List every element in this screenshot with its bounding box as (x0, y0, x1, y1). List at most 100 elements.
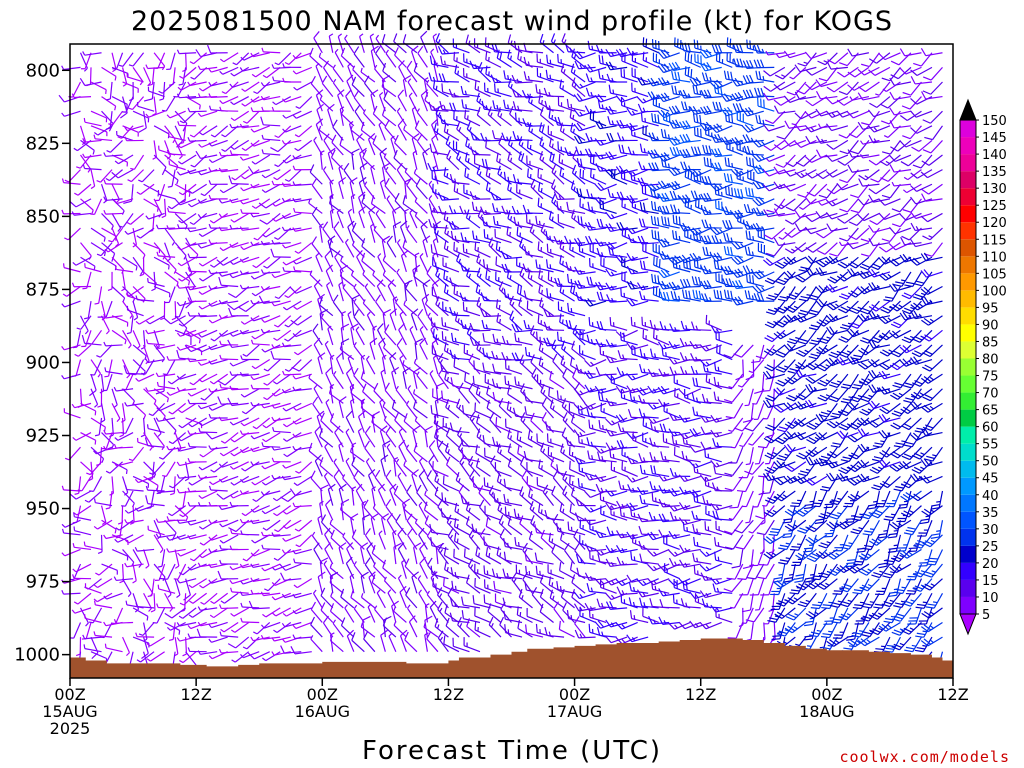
wind-barb (511, 572, 523, 594)
wind-barb (111, 286, 126, 303)
wind-barb (516, 226, 533, 244)
wind-barb (149, 461, 166, 476)
wind-barb (794, 368, 817, 378)
wind-barb (523, 319, 544, 331)
wind-barb (668, 180, 691, 191)
wind-barb (489, 411, 502, 433)
wind-barb (251, 285, 271, 297)
wind-barb (434, 618, 449, 638)
wind-barb (199, 125, 218, 136)
wind-barb (187, 311, 207, 317)
wind-barb (519, 354, 533, 375)
wind-barb (208, 269, 228, 275)
wind-barb (239, 198, 260, 205)
wind-barb (396, 162, 407, 185)
wind-barb (377, 253, 386, 273)
wind-barb (218, 314, 239, 320)
wind-barb (839, 52, 859, 67)
wind-barb (218, 271, 239, 277)
wind-barb (210, 125, 229, 138)
colorbar-cell (960, 239, 976, 257)
wind-barb (274, 125, 292, 139)
wind-barb (922, 388, 943, 402)
wind-barb (360, 571, 369, 594)
wind-barb (126, 315, 134, 335)
wind-barb (878, 370, 901, 380)
wind-barb (122, 359, 131, 379)
wind-barb (263, 388, 281, 401)
wind-barb (693, 536, 712, 551)
credit-text: coolwx.com/models (839, 748, 1010, 766)
wind-barb (97, 388, 103, 408)
wind-barb (93, 600, 113, 609)
wind-barb (701, 176, 722, 185)
wind-barb (383, 153, 397, 171)
wind-barb (144, 437, 165, 448)
wind-barb (90, 417, 106, 432)
wind-barb (480, 132, 502, 142)
y-tick-label: 800 (26, 60, 60, 81)
wind-barb (134, 475, 155, 484)
wind-barb (668, 557, 691, 567)
colorbar-label: 40 (982, 489, 999, 504)
wind-barb (316, 103, 324, 126)
colorbar-cell (960, 460, 976, 478)
wind-barb (469, 191, 491, 200)
wind-barb (208, 154, 228, 164)
wind-barb (240, 183, 260, 192)
wind-barb (271, 457, 291, 463)
wind-barb (230, 110, 250, 122)
wind-barb (413, 169, 428, 185)
wind-barb (230, 212, 250, 223)
wind-barb (157, 584, 176, 594)
wind-barb (648, 511, 670, 521)
wind-barb (200, 592, 218, 605)
wind-barb (111, 183, 120, 204)
wind-barb (178, 607, 197, 619)
wind-barb (250, 461, 270, 466)
wind-barb (869, 461, 891, 474)
colorbar-cell (960, 273, 976, 291)
wind-barb (216, 490, 239, 500)
wind-barb (61, 110, 81, 117)
wind-barb (185, 96, 201, 110)
wind-barb (174, 329, 192, 345)
wind-barb (292, 181, 312, 186)
wind-barb (197, 402, 218, 410)
wind-barb (535, 623, 554, 638)
wind-barb (731, 549, 744, 569)
wind-barb (889, 329, 912, 339)
wind-barb (174, 578, 181, 599)
wind-barb (629, 610, 649, 624)
wind-barb (174, 198, 197, 206)
wind-barb (113, 386, 134, 392)
wind-barb (868, 194, 891, 203)
wind-barb (229, 224, 249, 230)
wind-barb (260, 116, 281, 127)
wind-barb (164, 227, 176, 246)
wind-barb (94, 286, 103, 305)
colorbar-label: 10 (982, 591, 999, 606)
wind-barb (118, 213, 134, 228)
y-tick-label: 950 (26, 499, 60, 520)
wind-barb (548, 210, 565, 229)
wind-barb (920, 402, 943, 413)
wind-barb (794, 139, 817, 148)
wind-barb (501, 205, 523, 215)
wind-barb (798, 300, 817, 316)
wind-barb (428, 180, 439, 200)
wind-barb (130, 154, 145, 170)
wind-barb (167, 373, 186, 385)
wind-barb (867, 109, 891, 118)
wind-barb (407, 604, 418, 623)
wind-barb (312, 589, 323, 609)
wind-barb (229, 150, 249, 156)
wind-barb (95, 563, 113, 576)
wind-barb (253, 227, 271, 241)
wind-barb (261, 183, 281, 193)
wind-barb (132, 607, 149, 621)
wind-barb (353, 46, 365, 68)
wind-barb (905, 578, 923, 595)
wind-barb (478, 485, 491, 507)
wind-barb (154, 184, 166, 202)
